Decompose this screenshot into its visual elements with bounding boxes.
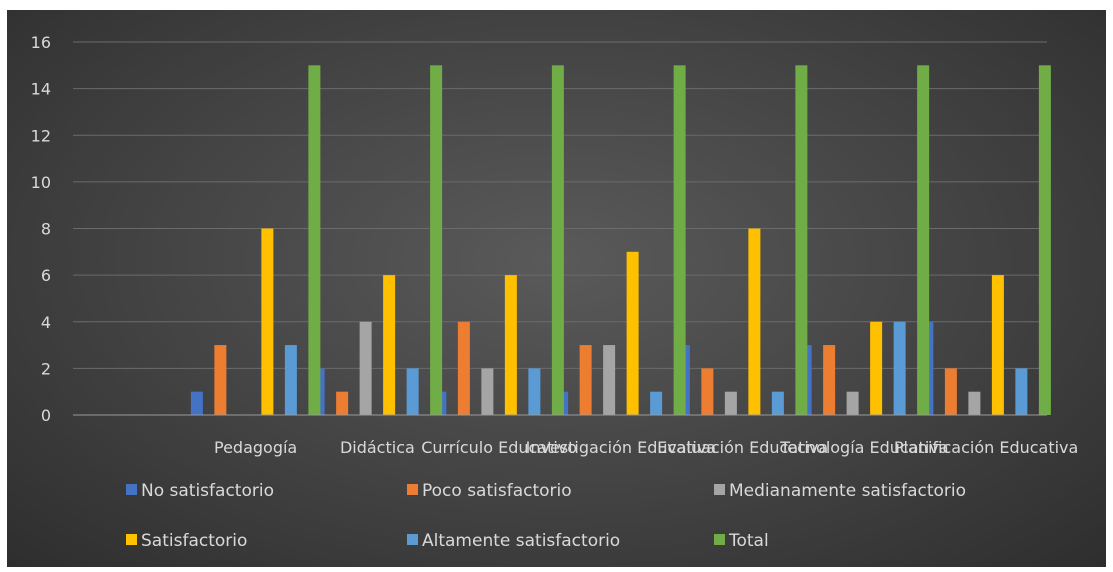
bar-total-6 <box>917 65 930 415</box>
bar-medianamente-satisfactorio-6 <box>846 391 859 415</box>
bar-satisfactorio-3 <box>504 275 517 415</box>
bar-chart: 0 2 4 6 8 10 12 14 16 Pedagogía Didáctica Currícul… <box>31 33 1079 551</box>
legend-swatch <box>714 484 725 495</box>
bar-medianamente-satisfactorio-2 <box>359 321 372 415</box>
legend-swatch <box>714 534 725 545</box>
bar-total-4 <box>673 65 686 415</box>
legend-swatch <box>407 534 418 545</box>
bar-satisfactorio-7 <box>991 275 1004 415</box>
legend-label: Poco satisfactorio <box>422 481 572 501</box>
bar-medianamente-satisfactorio-5 <box>724 391 737 415</box>
x-category-label: Pedagogía <box>214 438 297 457</box>
x-category-label: Tecnología Educativa <box>779 438 948 457</box>
legend-label: Altamente satisfactorio <box>422 531 620 551</box>
bar-poco-satisfactorio-2 <box>336 391 349 415</box>
legend-swatch <box>126 534 137 545</box>
bar-satisfactorio-1 <box>261 228 274 415</box>
bar-altamente-satisfactorio-5 <box>771 391 784 415</box>
bar-altamente-satisfactorio-2 <box>406 368 419 415</box>
bar-total-5 <box>795 65 808 415</box>
bar-medianamente-satisfactorio-3 <box>481 368 494 415</box>
x-category-label: Didáctica <box>340 438 415 457</box>
y-tick-label: 2 <box>41 359 51 378</box>
bar-medianamente-satisfactorio-4 <box>603 345 616 415</box>
bars <box>190 65 1051 415</box>
bar-satisfactorio-4 <box>626 251 639 415</box>
bar-poco-satisfactorio-6 <box>823 345 836 415</box>
legend-label: Satisfactorio <box>141 531 247 551</box>
y-tick-label: 10 <box>31 173 51 192</box>
legend-swatch <box>126 484 137 495</box>
bar-no-satisfactorio-1 <box>190 391 203 415</box>
bar-altamente-satisfactorio-1 <box>284 345 297 415</box>
chart-area: 0 2 4 6 8 10 12 14 16 Pedagogía Didáctica Currícul… <box>7 10 1106 567</box>
x-axis-category-labels: Pedagogía Didáctica Currículo EducativoInv… <box>214 438 1078 457</box>
bar-altamente-satisfactorio-6 <box>893 321 906 415</box>
y-tick-label: 14 <box>31 80 51 99</box>
y-tick-label: 6 <box>41 266 51 285</box>
bar-poco-satisfactorio-7 <box>944 368 957 415</box>
bar-total-3 <box>551 65 564 415</box>
y-tick-label: 4 <box>41 313 51 332</box>
legend: No satisfactorio Poco satisfactorio Median… <box>126 481 966 551</box>
bar-total-7 <box>1038 65 1051 415</box>
bar-total-2 <box>430 65 443 415</box>
bar-total-1 <box>308 65 321 415</box>
legend-label: No satisfactorio <box>141 481 274 501</box>
y-tick-label: 12 <box>31 126 51 145</box>
bar-poco-satisfactorio-1 <box>214 345 227 415</box>
y-tick-label: 16 <box>31 33 51 52</box>
legend-label: Medianamente satisfactorio <box>729 481 966 501</box>
bar-altamente-satisfactorio-4 <box>650 391 663 415</box>
bar-poco-satisfactorio-4 <box>579 345 592 415</box>
bar-poco-satisfactorio-3 <box>457 321 470 415</box>
legend-label: Total <box>728 531 769 551</box>
bar-altamente-satisfactorio-7 <box>1015 368 1028 415</box>
bar-satisfactorio-2 <box>383 275 396 415</box>
x-category-label: Planificación Educativa <box>894 438 1078 457</box>
y-tick-label: 0 <box>41 406 51 425</box>
bar-medianamente-satisfactorio-7 <box>968 391 981 415</box>
x-category-label: Evaluación Educativa <box>657 438 828 457</box>
y-axis-tick-labels: 0 2 4 6 8 10 12 14 16 <box>31 33 51 425</box>
x-category-label: Investigación Educativa <box>526 438 716 457</box>
bar-altamente-satisfactorio-3 <box>528 368 541 415</box>
legend-swatch <box>407 484 418 495</box>
bar-satisfactorio-5 <box>748 228 761 415</box>
x-category-label: Currículo Educativo <box>421 438 577 457</box>
bar-satisfactorio-6 <box>870 321 883 415</box>
bar-poco-satisfactorio-5 <box>701 368 714 415</box>
y-tick-label: 8 <box>41 220 51 239</box>
